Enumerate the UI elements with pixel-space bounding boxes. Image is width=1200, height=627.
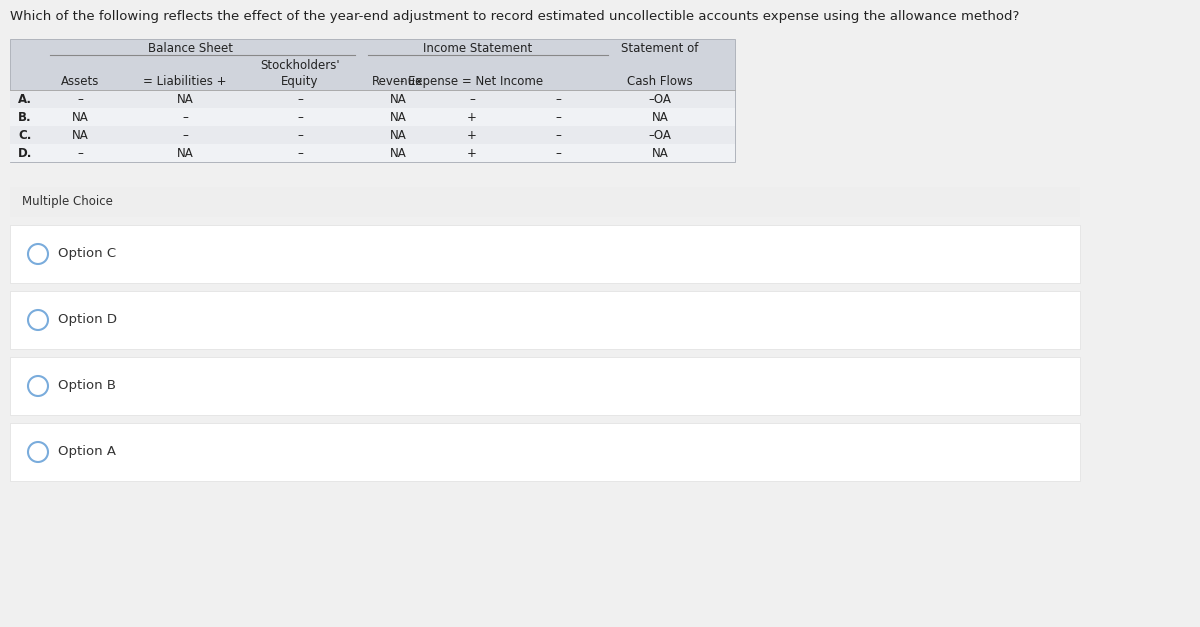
Text: NA: NA	[390, 111, 407, 124]
Text: –: –	[556, 129, 560, 142]
Text: –: –	[556, 111, 560, 124]
Text: –: –	[182, 111, 188, 124]
Text: D.: D.	[18, 147, 32, 160]
Text: NA: NA	[390, 147, 407, 160]
Text: –: –	[298, 93, 302, 106]
Text: Revenue: Revenue	[372, 75, 424, 88]
Text: Multiple Choice: Multiple Choice	[22, 195, 113, 208]
Text: = Liabilities +: = Liabilities +	[143, 75, 227, 88]
Text: B.: B.	[18, 111, 31, 124]
FancyBboxPatch shape	[10, 225, 1080, 283]
Text: NA: NA	[176, 147, 193, 160]
Text: –: –	[556, 93, 560, 106]
Text: NA: NA	[652, 111, 668, 124]
FancyBboxPatch shape	[10, 423, 1080, 481]
Text: NA: NA	[72, 129, 89, 142]
Text: NA: NA	[390, 93, 407, 106]
Text: Equity: Equity	[281, 75, 319, 88]
Text: +: +	[467, 111, 476, 124]
Text: Income Statement: Income Statement	[424, 42, 533, 55]
Text: NA: NA	[390, 129, 407, 142]
Text: Balance Sheet: Balance Sheet	[148, 42, 233, 55]
Text: Cash Flows: Cash Flows	[628, 75, 692, 88]
Text: Option C: Option C	[58, 248, 116, 260]
Text: –OA: –OA	[648, 129, 672, 142]
Text: Option D: Option D	[58, 314, 118, 327]
FancyBboxPatch shape	[10, 291, 1080, 349]
Text: –OA: –OA	[648, 93, 672, 106]
Text: –: –	[298, 147, 302, 160]
Text: Stockholders': Stockholders'	[260, 59, 340, 72]
Text: Assets: Assets	[61, 75, 100, 88]
FancyBboxPatch shape	[10, 108, 734, 126]
Circle shape	[28, 442, 48, 462]
Text: –: –	[298, 111, 302, 124]
Text: NA: NA	[176, 93, 193, 106]
Text: NA: NA	[72, 111, 89, 124]
Text: –: –	[182, 129, 188, 142]
Circle shape	[28, 376, 48, 396]
Text: Statement of: Statement of	[622, 42, 698, 55]
Text: –: –	[556, 147, 560, 160]
FancyBboxPatch shape	[10, 126, 734, 144]
FancyBboxPatch shape	[10, 90, 734, 108]
Circle shape	[28, 244, 48, 264]
Text: NA: NA	[652, 147, 668, 160]
Text: Which of the following reflects the effect of the year-end adjustment to record : Which of the following reflects the effe…	[10, 10, 1019, 23]
Text: - Expense = Net Income: - Expense = Net Income	[401, 75, 544, 88]
FancyBboxPatch shape	[10, 39, 734, 162]
FancyBboxPatch shape	[0, 187, 1200, 387]
Circle shape	[28, 310, 48, 330]
FancyBboxPatch shape	[10, 357, 1080, 415]
Text: –: –	[469, 93, 475, 106]
Text: Option A: Option A	[58, 446, 116, 458]
FancyBboxPatch shape	[10, 144, 734, 162]
Text: +: +	[467, 147, 476, 160]
FancyBboxPatch shape	[10, 187, 1080, 217]
Text: A.: A.	[18, 93, 32, 106]
Text: C.: C.	[18, 129, 31, 142]
Text: –: –	[77, 93, 83, 106]
Text: –: –	[77, 147, 83, 160]
Text: +: +	[467, 129, 476, 142]
Text: Option B: Option B	[58, 379, 116, 393]
Text: –: –	[298, 129, 302, 142]
